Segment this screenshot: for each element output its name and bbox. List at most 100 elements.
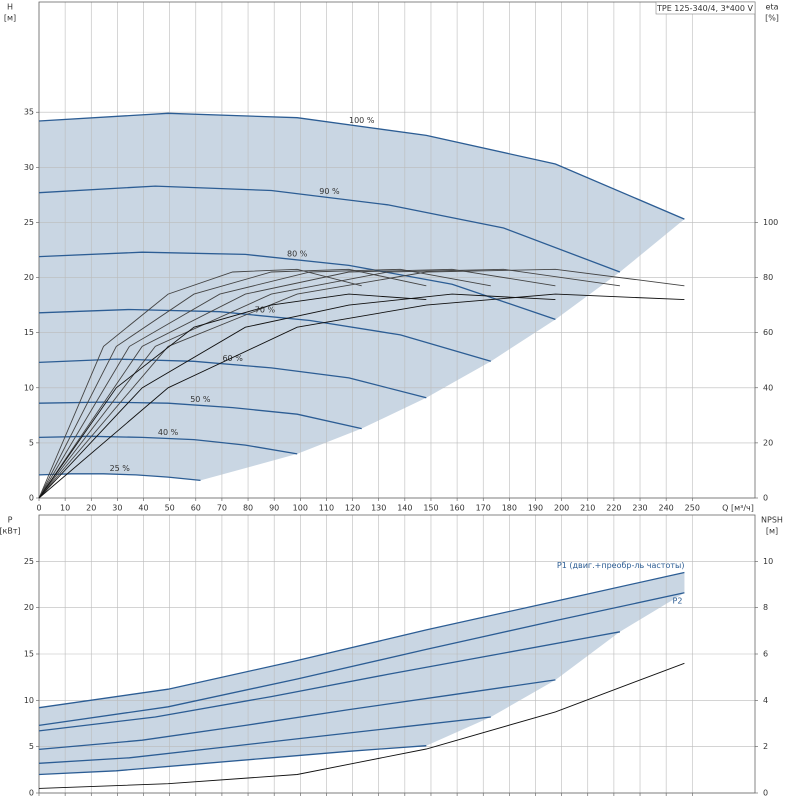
x-tick-label: 50: [165, 504, 175, 513]
x-tick-label: 150: [423, 504, 438, 513]
y2-tick-label: 40: [763, 383, 773, 392]
curve: [38, 473, 201, 482]
x-tick-label: 220: [606, 504, 621, 513]
y-axis-label: H: [7, 3, 13, 12]
x-tick-label: 30: [112, 504, 122, 513]
curve: [38, 251, 556, 321]
curve: [38, 268, 620, 499]
x-tick-label: 230: [632, 504, 647, 513]
curve-label: 100 %: [349, 116, 375, 125]
y2-tick-label: 6: [763, 650, 768, 659]
model-box: [655, 1, 756, 15]
x-axis-label: Q [м³/ч]: [722, 504, 754, 513]
curve: [38, 662, 685, 789]
curve-label: 80 %: [287, 249, 308, 258]
curve-label: 90 %: [319, 187, 340, 196]
y2-tick-label: 8: [763, 603, 768, 612]
x-tick-label: 210: [580, 504, 595, 513]
y-tick-label: 5: [29, 438, 34, 447]
x-tick-label: 110: [319, 504, 334, 513]
y-tick-label: 20: [24, 273, 34, 282]
plot-border: [38, 514, 756, 794]
curve: [38, 268, 556, 499]
curve-label: 40 %: [158, 428, 179, 437]
curve: [38, 401, 362, 430]
curve: [38, 631, 621, 732]
y2-tick-label: 20: [763, 438, 773, 447]
curve: [38, 592, 685, 727]
y2-axis-label: [%]: [765, 14, 779, 23]
y-tick-label: 25: [24, 557, 34, 566]
y-axis-label: [м]: [4, 14, 16, 23]
x-tick-label: 240: [659, 504, 674, 513]
y-tick-label: 15: [24, 328, 34, 337]
curve-label: 50 %: [190, 395, 211, 404]
y-tick-label: 25: [24, 218, 34, 227]
x-tick-label: 80: [243, 504, 253, 513]
y2-tick-label: 0: [763, 789, 768, 798]
y-tick-label: 20: [24, 603, 34, 612]
x-tick-label: 190: [528, 504, 543, 513]
x-tick-label: 20: [86, 504, 96, 513]
x-tick-label: 60: [191, 504, 201, 513]
curve: [38, 308, 491, 362]
y-tick-label: 15: [24, 650, 34, 659]
curve: [38, 716, 491, 764]
y-tick-label: 5: [29, 742, 34, 751]
curve-label: P2: [673, 596, 683, 605]
y-axis-label: [кВт]: [0, 527, 21, 536]
y2-tick-label: 0: [763, 494, 768, 503]
x-tick-label: 40: [138, 504, 148, 513]
curve: [38, 293, 427, 499]
curve: [38, 268, 362, 499]
curve-label: 60 %: [222, 354, 243, 363]
curve: [38, 268, 685, 499]
curve: [38, 571, 685, 709]
y-tick-label: 0: [29, 789, 34, 798]
operating-range: [39, 113, 685, 481]
x-tick-label: 130: [371, 504, 386, 513]
x-tick-label: 170: [476, 504, 491, 513]
x-tick-label: 180: [502, 504, 517, 513]
curve-label: P1 (двиг.+преобр-ль частоты): [557, 561, 685, 570]
x-tick-label: 140: [397, 504, 412, 513]
x-tick-label: 100: [293, 504, 308, 513]
x-tick-label: 90: [269, 504, 279, 513]
y2-tick-label: 80: [763, 273, 773, 282]
x-tick-label: 250: [685, 504, 700, 513]
y-tick-label: 10: [24, 696, 34, 705]
curve-label: 70 %: [255, 306, 276, 315]
model-label: TPE 125-340/4, 3*400 V: [656, 4, 754, 13]
y2-axis-label: [м]: [766, 527, 778, 536]
curve-label: 25 %: [110, 464, 131, 473]
x-tick-label: 0: [36, 504, 41, 513]
curve: [38, 185, 621, 273]
y2-axis-label: NPSH: [761, 516, 783, 525]
y2-tick-label: 60: [763, 328, 773, 337]
y-tick-label: 30: [24, 163, 34, 172]
y-axis-label: P: [8, 516, 13, 525]
curve: [38, 293, 556, 499]
y2-tick-label: 4: [763, 696, 768, 705]
x-tick-label: 10: [60, 504, 70, 513]
y-tick-label: 10: [24, 383, 34, 392]
x-tick-label: 160: [449, 504, 464, 513]
curve: [38, 679, 556, 751]
y-tick-label: 35: [24, 108, 34, 117]
curve: [38, 268, 427, 499]
x-tick-label: 120: [345, 504, 360, 513]
y2-tick-label: 100: [763, 218, 778, 227]
y2-tick-label: 2: [763, 742, 768, 751]
y2-tick-label: 10: [763, 557, 773, 566]
curve: [38, 358, 427, 399]
operating-range: [39, 572, 685, 775]
y-tick-label: 0: [29, 494, 34, 503]
curve: [38, 112, 685, 220]
curve: [38, 745, 427, 776]
curve: [38, 268, 491, 499]
x-tick-label: 200: [554, 504, 569, 513]
y2-axis-label: eta: [766, 3, 779, 12]
curve: [38, 293, 685, 499]
